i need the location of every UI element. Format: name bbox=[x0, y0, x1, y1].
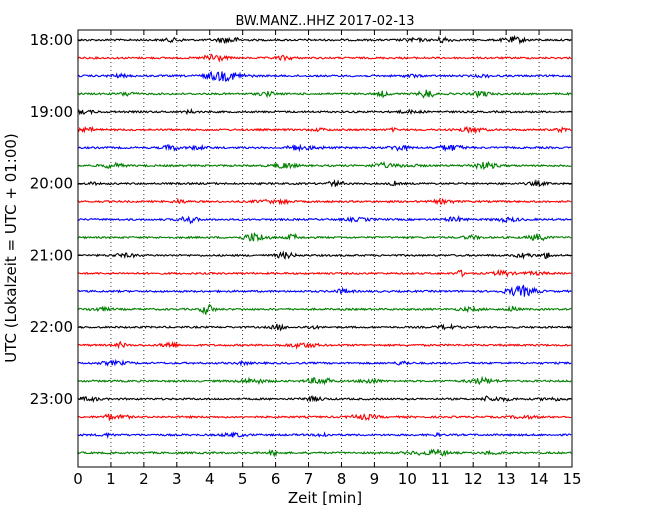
trace-2100 bbox=[77, 250, 572, 260]
trace-2115 bbox=[77, 268, 572, 278]
y-tick-label: 21:00 bbox=[30, 246, 73, 264]
x-tick-label: 7 bbox=[304, 470, 314, 488]
x-tick-label: 10 bbox=[398, 470, 417, 488]
trace-2045 bbox=[77, 231, 572, 243]
trace-1930 bbox=[77, 143, 572, 153]
x-tick-label: 4 bbox=[205, 470, 215, 488]
trace-1945 bbox=[77, 160, 572, 171]
vertical-grid bbox=[110, 30, 540, 467]
y-axis: 18:00 19:00 20:00 21:00 22:00 23:00 bbox=[30, 31, 572, 408]
x-tick-label: 11 bbox=[431, 470, 450, 488]
x-tick-label: 15 bbox=[562, 470, 581, 488]
trace-2300 bbox=[77, 395, 572, 403]
x-tick-label: 0 bbox=[73, 470, 83, 488]
chart-title: BW.MANZ..HHZ 2017-02-13 bbox=[235, 14, 414, 29]
seismic-traces bbox=[77, 34, 572, 458]
trace-2000 bbox=[77, 179, 572, 188]
x-axis-label: Zeit [min] bbox=[288, 489, 362, 507]
x-axis: 0 1 2 3 4 5 6 7 8 9 10 11 12 13 14 15 bbox=[73, 30, 582, 488]
x-tick-label: 2 bbox=[139, 470, 149, 488]
trace-1900 bbox=[77, 107, 572, 116]
trace-1830 bbox=[77, 70, 572, 82]
trace-2230 bbox=[77, 358, 572, 367]
trace-1815 bbox=[77, 53, 572, 63]
trace-2130 bbox=[77, 284, 572, 297]
trace-2145 bbox=[77, 303, 572, 315]
trace-2215 bbox=[77, 340, 572, 350]
trace-2200 bbox=[77, 322, 572, 332]
x-tick-label: 3 bbox=[172, 470, 182, 488]
y-tick-label: 22:00 bbox=[30, 318, 73, 336]
y-axis-label: UTC (Lokalzeit = UTC + 01:00) bbox=[2, 133, 20, 363]
y-tick-label: 23:00 bbox=[30, 390, 73, 408]
x-tick-label: 8 bbox=[337, 470, 347, 488]
trace-1915 bbox=[77, 125, 572, 135]
y-tick-label: 19:00 bbox=[30, 103, 73, 121]
trace-2330 bbox=[77, 431, 572, 440]
y-tick-label: 18:00 bbox=[30, 31, 73, 49]
trace-2345 bbox=[77, 448, 572, 458]
trace-1845 bbox=[77, 89, 572, 99]
trace-2030 bbox=[77, 215, 572, 225]
x-tick-label: 14 bbox=[530, 470, 549, 488]
trace-2245 bbox=[77, 375, 572, 386]
x-tick-label: 12 bbox=[464, 470, 483, 488]
x-tick-label: 9 bbox=[370, 470, 380, 488]
x-tick-label: 13 bbox=[497, 470, 516, 488]
trace-1800 bbox=[77, 34, 572, 45]
y-tick-label: 20:00 bbox=[30, 175, 73, 193]
trace-2315 bbox=[77, 413, 572, 422]
x-tick-label: 1 bbox=[106, 470, 116, 488]
x-tick-label: 5 bbox=[238, 470, 248, 488]
x-tick-label: 6 bbox=[271, 470, 281, 488]
trace-2015 bbox=[77, 197, 572, 206]
plot-frame bbox=[77, 29, 573, 468]
